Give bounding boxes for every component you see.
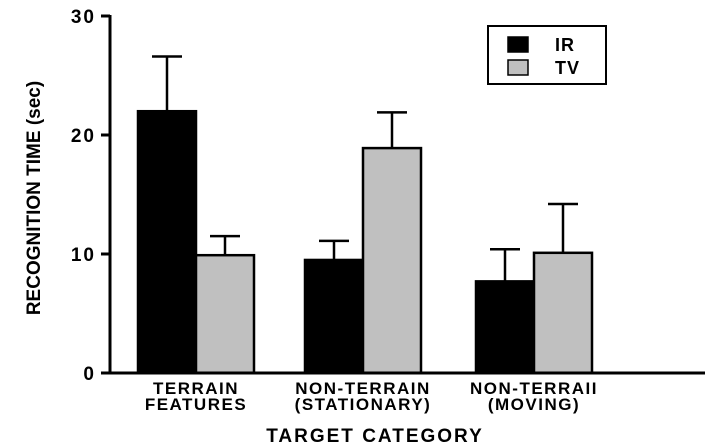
legend-swatch-ir [507,36,529,53]
bar-ir [474,280,536,375]
y-tick-label: 30 [71,7,96,28]
bar-ir [303,258,365,375]
legend: IR TV [487,25,607,85]
error-bars-layer [152,55,578,282]
bar-tv [361,146,423,375]
y-tick-label: 10 [71,245,96,266]
x-category-label: TERRAIN [153,379,239,398]
legend-label-tv: TV [555,58,580,78]
x-category-label: NON-TERRAII [470,379,598,398]
y-ticks: 0 10 20 30 [71,7,110,385]
legend-box [487,25,607,85]
bar-tv [194,253,256,375]
legend-label-ir: IR [555,35,575,55]
x-category-label: FEATURES [145,395,247,414]
bars-layer [136,109,594,375]
y-tick-label: 0 [83,364,96,385]
bar-tv [532,251,594,375]
x-category-label: NON-TERRAIN [295,379,431,398]
y-tick-label: 20 [71,126,96,147]
bar-ir [136,109,198,375]
x-category-label: (STATIONARY) [295,395,432,414]
x-axis-title: TARGET CATEGORY [266,426,484,446]
legend-swatch-tv [507,59,529,76]
y-axis-title: RECOGNITION TIME (sec) [24,81,45,315]
x-category-label: (MOVING) [488,395,580,414]
